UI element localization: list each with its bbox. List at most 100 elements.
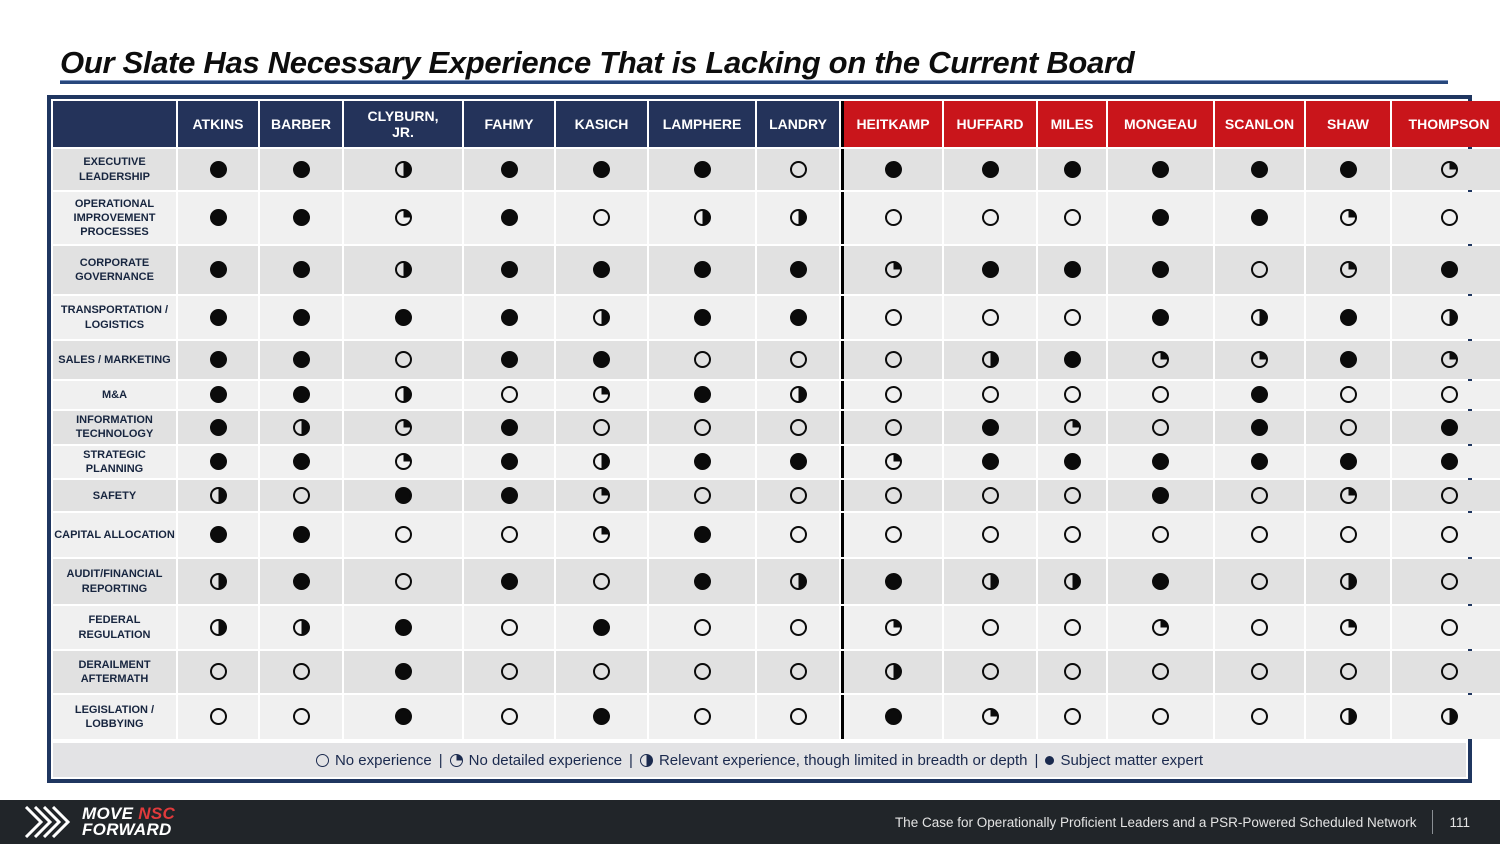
experience-cell	[841, 695, 942, 740]
experience-glyph-quarter	[394, 209, 412, 227]
experience-cell	[757, 445, 839, 479]
experience-cell	[841, 411, 942, 444]
experience-glyph-empty	[1251, 572, 1268, 590]
experience-glyph-full	[292, 160, 310, 178]
experience-cell	[649, 381, 755, 409]
experience-glyph-half	[292, 618, 310, 636]
experience-glyph-empty	[693, 618, 711, 636]
experience-glyph-empty	[593, 209, 610, 227]
experience-cell	[1038, 695, 1106, 740]
experience-glyph-full	[693, 160, 711, 178]
experience-glyph-empty	[1440, 386, 1458, 404]
experience-glyph-half	[1339, 708, 1357, 726]
experience-cell	[841, 246, 942, 294]
experience-cell	[556, 695, 647, 740]
experience-glyph-full	[789, 453, 807, 471]
table-body: EXECUTIVE LEADERSHIP OPERATIONAL IMPROVEM…	[53, 149, 1500, 740]
legend-label: No detailed experience	[468, 751, 623, 769]
experience-cell	[464, 192, 554, 244]
experience-glyph-empty	[884, 486, 902, 504]
experience-glyph-empty	[789, 618, 807, 636]
legend-label: Relevant experience, though limited in b…	[658, 751, 1028, 769]
row-label-corporate-governance: CORPORATE GOVERNANCE	[53, 246, 176, 294]
experience-cell	[841, 480, 942, 512]
experience-glyph-empty	[292, 708, 310, 726]
experience-glyph-empty	[884, 308, 902, 326]
experience-glyph-empty	[1152, 526, 1169, 544]
experience-cell	[1392, 149, 1500, 190]
row-label-strategic-planning: STRATEGIC PLANNING	[53, 445, 176, 479]
experience-glyph-empty	[884, 418, 902, 436]
experience-cell	[1038, 513, 1106, 558]
experience-cell	[757, 606, 839, 650]
experience-cell	[841, 296, 942, 339]
experience-cell	[1108, 246, 1213, 294]
table-row: OPERATIONAL IMPROVEMENT PROCESSES	[53, 192, 1500, 244]
experience-cell	[344, 341, 462, 379]
experience-cell	[1392, 695, 1500, 740]
experience-cell	[556, 559, 647, 605]
experience-glyph-half	[292, 418, 310, 436]
experience-cell	[1392, 651, 1500, 694]
experience-cell	[344, 381, 462, 409]
legend-separator: |	[629, 751, 633, 769]
experience-cell	[178, 149, 258, 190]
move-nsc-forward-logo: MOVE NSC FORWARD	[24, 805, 175, 838]
table-row: CAPITAL ALLOCATION	[53, 513, 1500, 558]
experience-cell	[1392, 246, 1500, 294]
experience-cell	[1392, 513, 1500, 558]
experience-glyph-full	[593, 160, 610, 178]
experience-glyph-half	[1063, 572, 1081, 590]
experience-cell	[556, 445, 647, 479]
experience-glyph-full	[500, 308, 518, 326]
experience-cell	[556, 606, 647, 650]
experience-glyph-empty	[593, 663, 610, 681]
legend-glyph-full-icon	[1045, 755, 1055, 765]
experience-cell	[178, 381, 258, 409]
experience-glyph-empty	[693, 486, 711, 504]
experience-glyph-empty	[981, 386, 999, 404]
table-row: AUDIT/FINANCIAL REPORTING	[53, 559, 1500, 605]
experience-glyph-full	[1063, 351, 1081, 369]
experience-cell	[1392, 192, 1500, 244]
experience-cell	[344, 445, 462, 479]
experience-cell	[944, 559, 1036, 605]
experience-glyph-empty	[884, 526, 902, 544]
experience-glyph-half	[394, 160, 412, 178]
experience-cell	[649, 606, 755, 650]
experience-glyph-empty	[1063, 526, 1081, 544]
logo-text: MOVE NSC FORWARD	[82, 805, 175, 838]
experience-cell	[944, 381, 1036, 409]
experience-glyph-empty	[1251, 708, 1268, 726]
experience-cell	[944, 192, 1036, 244]
experience-glyph-empty	[1152, 418, 1169, 436]
experience-cell	[757, 296, 839, 339]
table-header: ATKINS BARBER CLYBURN, JR. FAHMY KASICH LAMPH…	[53, 101, 1500, 147]
experience-cell	[944, 606, 1036, 650]
experience-cell	[649, 651, 755, 694]
experience-cell	[178, 192, 258, 244]
legend-glyph-half-icon	[639, 753, 653, 767]
table-row: DERAILMENT AFTERMATH	[53, 651, 1500, 694]
row-label-audit-financial-reporting: AUDIT/FINANCIAL REPORTING	[53, 559, 176, 605]
experience-glyph-half	[209, 618, 227, 636]
experience-cell	[344, 559, 462, 605]
experience-glyph-full	[981, 160, 999, 178]
experience-cell	[757, 513, 839, 558]
experience-glyph-empty	[981, 486, 999, 504]
experience-cell	[556, 341, 647, 379]
experience-cell	[260, 381, 342, 409]
experience-glyph-empty	[693, 351, 711, 369]
experience-cell	[649, 246, 755, 294]
experience-glyph-empty	[1339, 418, 1357, 436]
experience-cell	[1306, 606, 1390, 650]
experience-glyph-empty	[884, 386, 902, 404]
experience-glyph-full	[981, 418, 999, 436]
experience-glyph-quarter	[884, 261, 902, 279]
experience-cell	[1108, 695, 1213, 740]
experience-glyph-full	[693, 453, 711, 471]
experience-glyph-empty	[1440, 526, 1458, 544]
experience-glyph-full	[1440, 453, 1458, 471]
experience-glyph-full	[1440, 261, 1458, 279]
experience-cell	[1038, 341, 1106, 379]
